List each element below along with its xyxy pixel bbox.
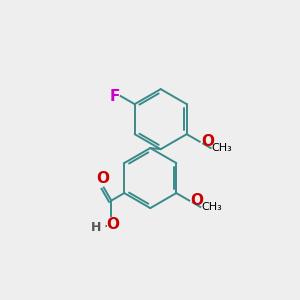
Text: O: O bbox=[106, 217, 119, 232]
Text: CH₃: CH₃ bbox=[212, 143, 232, 153]
Text: H: H bbox=[91, 221, 101, 234]
Text: O: O bbox=[96, 171, 109, 186]
Text: O: O bbox=[201, 134, 214, 149]
Text: O: O bbox=[190, 193, 203, 208]
Text: ·: · bbox=[104, 220, 108, 234]
Text: CH₃: CH₃ bbox=[201, 202, 222, 212]
Text: F: F bbox=[109, 88, 119, 104]
